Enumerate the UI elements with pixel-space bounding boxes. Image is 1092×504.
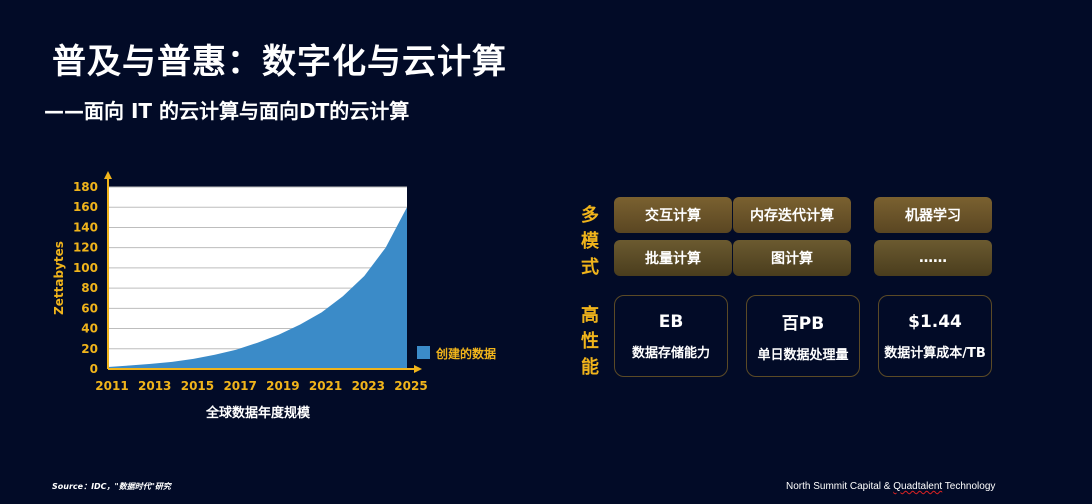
y-tick-label: 80 bbox=[81, 281, 98, 295]
multi-mode-label-char: 模 bbox=[581, 231, 599, 252]
mode-more: …… bbox=[874, 240, 992, 276]
x-axis-label: 全球数据年度规模 bbox=[205, 405, 311, 421]
multi-mode-label: 多 模 式 bbox=[574, 203, 606, 281]
mode-graph-compute: 图计算 bbox=[733, 240, 851, 276]
source-note: Source：IDC，"数据时代"研究 bbox=[52, 482, 171, 491]
high-perf-label: 高 性 能 bbox=[574, 303, 606, 381]
page-subtitle: ——面向 IT 的云计算与面向DT的云计算 bbox=[44, 99, 410, 123]
y-tick-label: 160 bbox=[73, 200, 98, 214]
y-tick-label: 20 bbox=[81, 342, 98, 356]
high-perf-label-char: 高 bbox=[581, 305, 599, 326]
mode-batch-compute: 批量计算 bbox=[614, 240, 732, 276]
y-tick-label: 40 bbox=[81, 322, 98, 336]
y-tick-label: 0 bbox=[90, 362, 98, 376]
y-tick-label: 140 bbox=[73, 220, 98, 234]
high-perf-label-char: 能 bbox=[581, 357, 599, 378]
y-tick-label: 120 bbox=[73, 241, 98, 255]
x-tick-label: 2017 bbox=[223, 379, 256, 393]
perf-label: 数据存储能力 bbox=[631, 345, 710, 361]
page-title: 普及与普惠：数字化与云计算 bbox=[52, 42, 507, 82]
perf-storage: EB 数据存储能力 bbox=[614, 295, 728, 377]
y-tick-label: 100 bbox=[73, 261, 98, 275]
credit-squiggle: Quadtalent bbox=[893, 481, 943, 492]
mode-interactive-compute: 交互计算 bbox=[614, 197, 732, 233]
perf-label: 单日数据处理量 bbox=[757, 348, 849, 363]
x-tick-label: 2021 bbox=[309, 379, 342, 393]
perf-daily-processing: 百PB 单日数据处理量 bbox=[746, 295, 860, 377]
x-tick-label: 2013 bbox=[138, 379, 171, 393]
x-tick-label: 2019 bbox=[266, 379, 299, 393]
x-tick-label: 2023 bbox=[352, 379, 385, 393]
x-tick-label: 2015 bbox=[181, 379, 214, 393]
legend-swatch bbox=[417, 346, 430, 359]
multi-mode-label-char: 多 bbox=[581, 205, 599, 226]
multi-mode-label-char: 式 bbox=[581, 257, 599, 278]
company-credit: North Summit Capital & Quadtalent Techno… bbox=[786, 481, 995, 492]
perf-value: $1.44 bbox=[908, 311, 962, 332]
x-axis-arrow bbox=[414, 365, 422, 373]
mode-in-memory-iterative: 内存迭代计算 bbox=[733, 197, 851, 233]
y-tick-label: 180 bbox=[73, 180, 98, 194]
mode-machine-learning: 机器学习 bbox=[874, 197, 992, 233]
perf-cost: $1.44 数据计算成本/TB bbox=[878, 295, 992, 377]
perf-value: 百PB bbox=[781, 314, 825, 334]
x-tick-label: 2011 bbox=[95, 379, 128, 393]
y-tick-label: 60 bbox=[81, 301, 98, 315]
data-growth-chart: 0 20 40 60 80 100 120 140 160 180 2011 2013 2015 2017… bbox=[52, 171, 496, 421]
y-axis-arrow bbox=[104, 171, 112, 179]
perf-value: EB bbox=[658, 311, 684, 332]
x-tick-label: 2025 bbox=[394, 379, 427, 393]
legend-label: 创建的数据 bbox=[435, 346, 496, 361]
y-axis-label: Zettabytes bbox=[52, 241, 66, 315]
perf-label: 数据计算成本/TB bbox=[884, 345, 986, 361]
credit-end: Technology bbox=[942, 481, 996, 492]
credit-start: North Summit Capital & bbox=[786, 481, 894, 492]
high-perf-label-char: 性 bbox=[581, 331, 599, 352]
area-series-created-data bbox=[108, 207, 407, 369]
